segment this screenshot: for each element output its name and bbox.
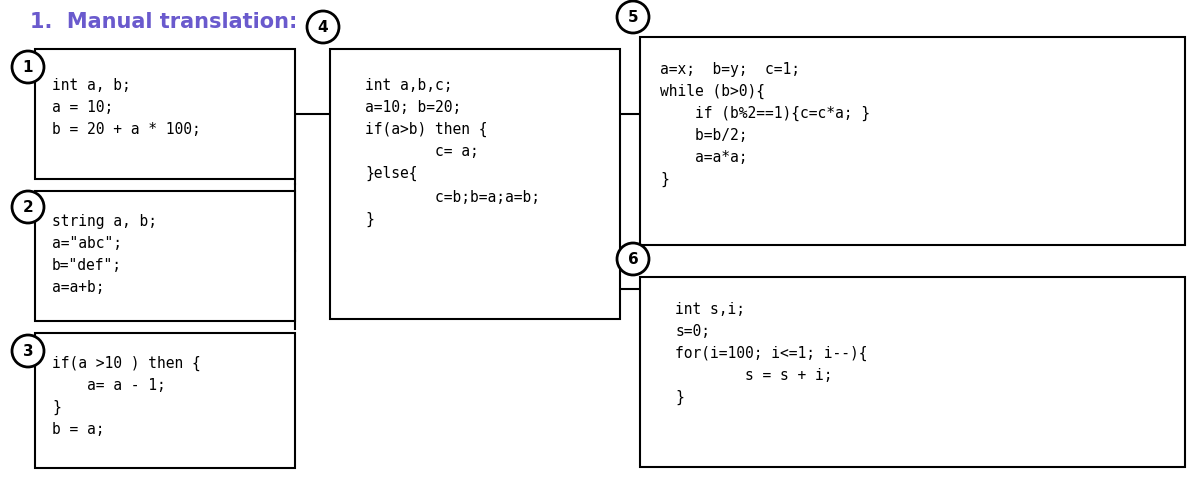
Text: }else{: }else{	[365, 166, 418, 181]
Bar	[640, 38, 1186, 245]
Text: }: }	[365, 212, 373, 227]
Text: while (b>0){: while (b>0){	[660, 84, 766, 99]
Text: 1: 1	[23, 60, 34, 75]
Circle shape	[12, 336, 44, 367]
Text: c= a;: c= a;	[365, 144, 479, 159]
Text: string a, b;: string a, b;	[52, 214, 157, 228]
Text: c=b;b=a;a=b;: c=b;b=a;a=b;	[365, 190, 540, 204]
Bar	[35, 192, 295, 321]
Text: s = s + i;: s = s + i;	[676, 367, 833, 382]
Text: }: }	[676, 389, 684, 404]
Text: b = a;: b = a;	[52, 421, 104, 436]
Text: 2: 2	[23, 200, 34, 215]
Text: 6: 6	[628, 252, 638, 267]
Text: b=b/2;: b=b/2;	[660, 128, 748, 143]
Bar	[640, 277, 1186, 467]
Text: a= a - 1;: a= a - 1;	[52, 377, 166, 392]
Circle shape	[12, 52, 44, 84]
Text: a=10; b=20;: a=10; b=20;	[365, 100, 461, 115]
Text: int a,b,c;: int a,b,c;	[365, 78, 452, 93]
Text: int a, b;: int a, b;	[52, 78, 131, 93]
Text: int s,i;: int s,i;	[676, 301, 745, 316]
Bar	[35, 50, 295, 180]
Text: a="abc";: a="abc";	[52, 236, 122, 251]
Text: 5: 5	[628, 11, 638, 25]
Text: 1.  Manual translation:: 1. Manual translation:	[30, 12, 298, 32]
Text: if (b%2==1){c=c*a; }: if (b%2==1){c=c*a; }	[660, 106, 870, 121]
Text: b = 20 + a * 100;: b = 20 + a * 100;	[52, 122, 200, 137]
Text: }: }	[52, 399, 61, 414]
Text: 3: 3	[23, 344, 34, 359]
Text: if(a>b) then {: if(a>b) then {	[365, 122, 487, 137]
Text: s=0;: s=0;	[676, 324, 710, 338]
Circle shape	[307, 12, 340, 44]
Circle shape	[617, 2, 649, 34]
Text: b="def";: b="def";	[52, 257, 122, 273]
Text: a=a+b;: a=a+b;	[52, 279, 104, 294]
Text: for(i=100; i<=1; i--){: for(i=100; i<=1; i--){	[676, 345, 868, 360]
Bar	[35, 333, 295, 468]
Text: a=a*a;: a=a*a;	[660, 150, 748, 165]
Circle shape	[12, 192, 44, 224]
Text: a=x;  b=y;  c=1;: a=x; b=y; c=1;	[660, 62, 800, 77]
Text: }: }	[660, 172, 668, 187]
Bar	[330, 50, 620, 319]
Text: a = 10;: a = 10;	[52, 100, 113, 115]
Circle shape	[617, 243, 649, 276]
Text: if(a >10 ) then {: if(a >10 ) then {	[52, 355, 200, 371]
Text: 4: 4	[318, 21, 329, 36]
